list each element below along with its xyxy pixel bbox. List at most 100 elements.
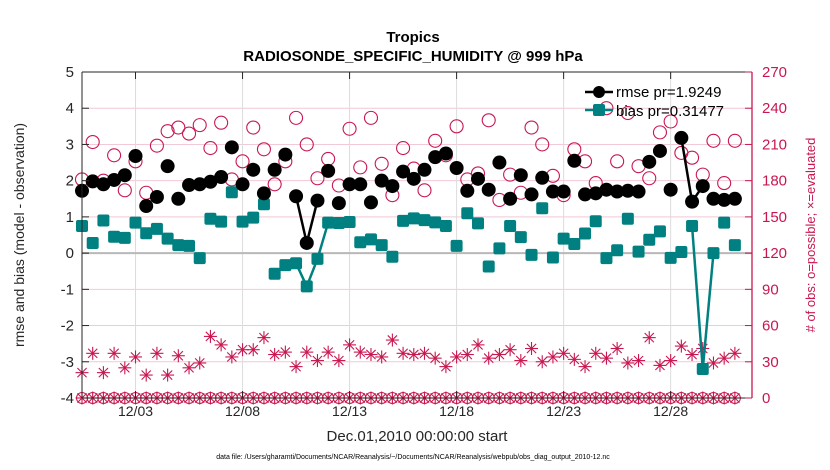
- axes: [81, 71, 753, 399]
- obs-possible-marker: [107, 148, 122, 163]
- obs-evaluated-marker: [332, 354, 346, 368]
- y-tick-label: 4: [66, 100, 74, 117]
- bias-marker: [536, 202, 549, 215]
- bias-marker: [450, 239, 463, 252]
- bias-marker: [204, 212, 217, 225]
- rmse-marker: [620, 183, 635, 198]
- legend-bias-label: bias pr=0.31477: [616, 103, 724, 120]
- bias-marker: [129, 216, 142, 229]
- obs-evaluated-marker: [728, 346, 742, 360]
- rmse-marker: [652, 143, 667, 158]
- obs-possible-marker: [353, 160, 368, 175]
- obs-possible-marker: [663, 114, 678, 129]
- obs-possible-marker: [642, 171, 657, 186]
- rmse-marker: [235, 177, 250, 192]
- obs-possible-marker: [685, 150, 700, 165]
- bias-marker: [482, 260, 495, 273]
- obs-evaluated-marker: [460, 348, 474, 362]
- bias-marker: [332, 217, 345, 230]
- obs-evaluated-marker: [450, 350, 464, 364]
- chart-title: Tropics: [386, 29, 439, 46]
- obs-evaluated-marker: [407, 348, 421, 362]
- bias-marker: [268, 267, 281, 280]
- obs-evaluated-marker: [664, 354, 678, 368]
- rmse-marker: [96, 177, 111, 192]
- rmse-marker: [428, 150, 443, 165]
- rmse-marker: [503, 191, 518, 206]
- obs-evaluated-marker: [86, 346, 100, 360]
- obs-evaluated-marker: [161, 368, 175, 382]
- y-tick-label: 2: [66, 173, 74, 190]
- obs-possible-marker: [181, 126, 197, 141]
- bias-marker: [418, 214, 431, 227]
- bias-marker: [108, 230, 121, 243]
- y-axis-label: rmse and bias (model - observation): [11, 123, 27, 347]
- obs-evaluated-marker: [171, 349, 185, 363]
- rmse-marker: [256, 186, 271, 201]
- y-right-tick-label: 240: [762, 100, 787, 117]
- obs-possible-marker: [396, 141, 411, 156]
- obs-possible-marker: [652, 125, 668, 140]
- bias-marker: [472, 217, 485, 230]
- x-tick-label: 12/28: [653, 403, 688, 419]
- obs-evaluated-marker: [653, 358, 667, 372]
- obs-evaluated-marker: [150, 346, 164, 360]
- rmse-marker: [449, 160, 464, 175]
- x-tick-label: 12/18: [439, 403, 474, 419]
- obs-evaluated-marker: [535, 355, 549, 369]
- bias-marker: [118, 231, 131, 244]
- obs-evaluated-marker: [278, 345, 292, 359]
- bias-marker: [696, 363, 709, 376]
- bias-marker: [579, 227, 592, 240]
- obs-evaluated-marker: [439, 360, 453, 374]
- rmse-marker: [267, 162, 282, 177]
- obs-possible-marker: [289, 110, 304, 125]
- bias-marker: [504, 219, 517, 232]
- bias-marker: [311, 252, 324, 265]
- rmse-marker: [481, 182, 496, 197]
- bias-marker: [568, 238, 581, 251]
- bias-marker: [86, 236, 99, 249]
- bias-marker: [675, 246, 688, 259]
- bias-marker: [375, 239, 388, 252]
- rmse-marker: [203, 174, 218, 189]
- obs-evaluated-marker: [525, 341, 539, 355]
- bias-marker: [386, 250, 399, 263]
- obs-possible-marker: [85, 134, 100, 150]
- rmse-marker: [717, 192, 732, 207]
- obs-evaluated-marker: [492, 348, 506, 362]
- rmse-marker: [289, 189, 304, 204]
- obs-evaluated-marker: [674, 339, 688, 353]
- obs-possible-marker: [299, 137, 314, 152]
- rmse-marker: [278, 147, 293, 162]
- obs-possible-marker: [717, 176, 732, 191]
- y-right-tick-label: 60: [762, 318, 779, 335]
- obs-possible-marker: [727, 133, 742, 148]
- rmse-marker: [117, 168, 132, 183]
- bias-marker: [525, 248, 538, 261]
- legend-rmse-label: rmse pr=1.9249: [616, 84, 721, 101]
- bias-marker: [707, 247, 720, 260]
- bias-marker: [364, 233, 377, 246]
- obs-possible-marker: [417, 183, 432, 198]
- y-right-tick-label: 90: [762, 281, 779, 298]
- obs-possible-marker: [267, 177, 282, 192]
- rmse-marker: [192, 177, 207, 192]
- bias-marker: [225, 186, 238, 199]
- y-tick-label: 3: [66, 136, 74, 153]
- bias-marker: [236, 215, 249, 228]
- obs-evaluated-marker: [343, 338, 357, 352]
- x-tick-label: 12/08: [225, 403, 260, 419]
- obs-evaluated-marker: [396, 346, 410, 360]
- bias-marker: [354, 236, 367, 249]
- rmse-marker: [246, 162, 261, 177]
- obs-evaluated-marker: [321, 345, 335, 359]
- bias-marker: [97, 214, 110, 227]
- bias-marker: [140, 227, 153, 240]
- obs-possible-marker: [535, 137, 550, 152]
- bias-marker: [718, 216, 731, 229]
- rmse-marker: [599, 182, 614, 197]
- x-tick-label: 12/13: [332, 403, 367, 419]
- obs-possible-marker: [481, 113, 496, 128]
